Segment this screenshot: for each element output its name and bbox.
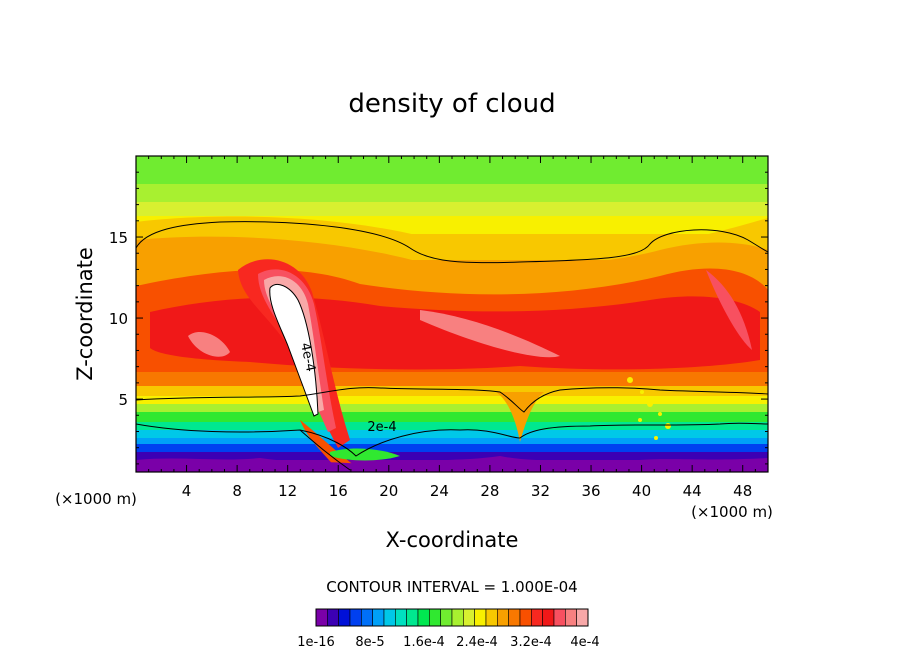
colorbar-swatch: [531, 608, 543, 627]
colorbar-label: 1.6e-4: [403, 635, 445, 650]
colorbar-swatch: [553, 608, 566, 627]
colorbar-swatch: [519, 608, 532, 627]
x-tick-label: 16: [329, 482, 348, 500]
band-yellow-green: [136, 184, 768, 202]
colorbar-swatch: [315, 608, 328, 627]
band-lower-green: [136, 412, 768, 422]
valley-dip: [496, 392, 544, 442]
band-lower-orange: [136, 372, 768, 386]
x-tick-label: 44: [683, 482, 702, 500]
contour-label-4e-4: 4e-4: [297, 341, 318, 373]
surface-green-tongue: [330, 448, 400, 461]
plume-white-core: [269, 284, 318, 416]
colorbar-label: 4e-4: [570, 635, 599, 650]
y-tick-label: 15: [109, 229, 128, 247]
surface-purple-fringe: [136, 456, 768, 472]
colorbar-swatch: [383, 608, 396, 627]
colorbar-swatch: [565, 608, 577, 627]
plot-area: [136, 156, 768, 472]
x-tick-label: 12: [278, 482, 297, 500]
pink-streak-far-right: [706, 270, 752, 350]
colorbar-label: 8e-5: [355, 635, 384, 650]
x-tick-label: 36: [581, 482, 600, 500]
colorbar-swatch: [485, 608, 498, 627]
colorbar-swatch: [349, 608, 362, 627]
colorbar-swatch: [451, 608, 464, 627]
band-lower-deep-blue: [136, 452, 768, 460]
band-lower-sky: [136, 438, 768, 444]
colorbar-swatch: [474, 608, 487, 627]
pink-streak-right: [420, 310, 560, 358]
colorbar-swatch: [440, 608, 453, 627]
x-tick-label: 24: [430, 482, 449, 500]
x-tick-label: 32: [531, 482, 550, 500]
x-tick-label: 8: [232, 482, 242, 500]
colorbar-frame: [315, 608, 589, 627]
colorbar-label: 1e-16: [297, 635, 335, 650]
colorbar-label: 3.2e-4: [510, 635, 552, 650]
x-tick-label: 28: [480, 482, 499, 500]
colorbar-swatch: [463, 608, 475, 627]
band-lower-yellow: [136, 396, 768, 404]
x-tick-label: 4: [182, 482, 192, 500]
contour-2e-4: [136, 422, 768, 457]
colorbar-swatch: [372, 608, 385, 627]
noise-cluster: [627, 377, 674, 440]
colorbar-swatch: [417, 608, 430, 627]
colorbar-swatch: [327, 608, 339, 627]
x-tick-label: 40: [632, 482, 651, 500]
colorbar-swatch: [508, 608, 521, 627]
colorbar-swatch: [429, 608, 441, 627]
band-lower-aqua: [136, 422, 768, 430]
x-unit-left: (×1000 m): [55, 490, 137, 508]
colorbar-label: 2.4e-4: [456, 635, 498, 650]
band-yellow: [136, 202, 768, 216]
band-lower-ygreen: [136, 404, 768, 412]
colorbar-swatch: [497, 608, 509, 627]
y-axis-label: Z-coordinate: [73, 247, 97, 381]
colorbar-labels: 1e-16 8e-5 1.6e-4 2.4e-4 3.2e-4 4e-4: [297, 635, 599, 650]
contour-4e-4: [269, 284, 319, 417]
chart-title: density of cloud: [348, 89, 555, 119]
colorbar: [315, 608, 589, 627]
x-tick-label: 20: [379, 482, 398, 500]
contour-mid: [136, 387, 768, 413]
band-lower-blue: [136, 444, 768, 452]
contour-surface: [299, 429, 351, 471]
band-lower-cyan: [136, 430, 768, 438]
contour-label-2e-4: 2e-4: [367, 420, 396, 435]
band-top-green: [136, 156, 768, 184]
y-tick-label: 5: [118, 391, 128, 409]
colorbar-swatch: [576, 608, 589, 627]
y-tick-label: 10: [109, 310, 128, 328]
colorbar-swatch: [395, 608, 407, 627]
y-axis: 5 10 15: [109, 171, 768, 465]
band-lower-amber: [136, 386, 768, 396]
colorbar-swatch: [338, 608, 351, 627]
colorbar-swatch: [542, 608, 555, 627]
contour-interval: CONTOUR INTERVAL = 1.000E-04: [326, 578, 577, 596]
colorbar-swatch: [361, 608, 373, 627]
pink-streak-left: [188, 331, 230, 357]
x-tick-label: 48: [733, 482, 752, 500]
contour-upper: [136, 221, 768, 264]
colorbar-swatch: [406, 608, 419, 627]
x-axis: 4 8 12 16 20 24 28 32 36 40 44 48: [148, 156, 756, 500]
x-unit-right: (×1000 m): [691, 503, 773, 521]
x-axis-label: X-coordinate: [386, 528, 519, 552]
